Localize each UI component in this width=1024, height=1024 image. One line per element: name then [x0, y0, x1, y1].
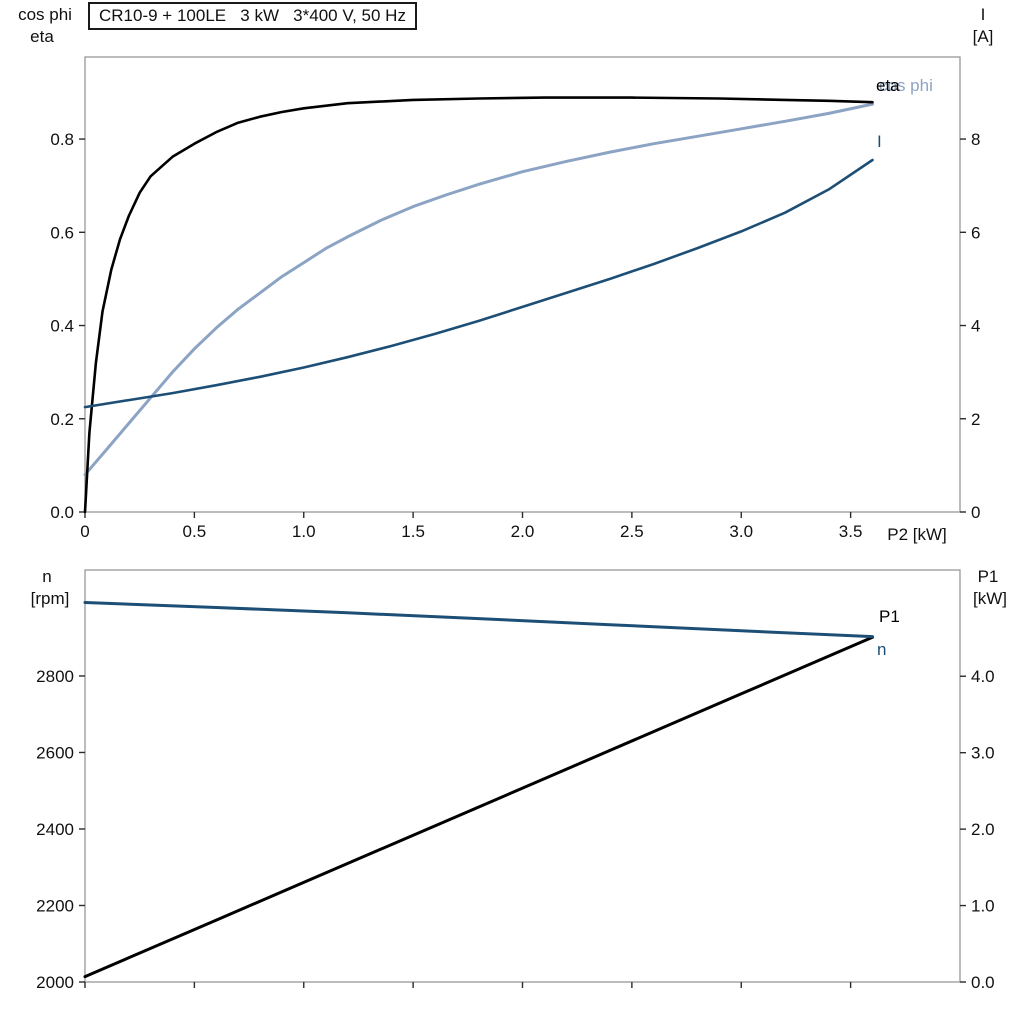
right-tick-label: 4.0 [971, 667, 995, 686]
curve-label-cos-phi: cos phi [879, 76, 933, 95]
x-tick-label: 3.5 [839, 522, 863, 541]
plot-frame [84, 56, 961, 513]
curve-eta [83, 96, 874, 514]
curve-p1 [83, 635, 874, 979]
left-tick-label: 2400 [36, 820, 74, 839]
bottom-left-axis-title-line1: n [42, 567, 51, 586]
bottom-right-axis-title-line1: P1 [978, 567, 999, 586]
right-tick-label: 3.0 [971, 744, 995, 763]
x-tick-label: 0 [80, 522, 89, 541]
chart-title: CR10-9 + 100LE 3 kW 3*400 V, 50 Hz [99, 6, 406, 25]
left-tick-label: 0.4 [50, 317, 74, 336]
left-tick-label: 0.0 [50, 503, 74, 522]
left-tick-label: 2000 [36, 973, 74, 992]
x-tick-label: 2.5 [620, 522, 644, 541]
curve-label-eta: eta [876, 76, 900, 95]
chart-title-box: CR10-9 + 100LE 3 kW 3*400 V, 50 Hz [88, 2, 417, 30]
right-tick-label: 0 [971, 503, 980, 522]
curve-i [83, 158, 874, 409]
curve-label-p1: P1 [879, 607, 900, 626]
right-tick-label: 4 [971, 317, 980, 336]
x-tick-label: 3.0 [729, 522, 753, 541]
left-tick-label: 2200 [36, 896, 74, 915]
curve-cos-phi [83, 102, 874, 477]
left-tick-label: 2800 [36, 667, 74, 686]
right-tick-label: 2.0 [971, 820, 995, 839]
top-x-axis-title: P2 [kW] [887, 525, 947, 544]
right-tick-label: 1.0 [971, 897, 995, 916]
curve-label-current: I [877, 132, 882, 151]
curve-n [83, 601, 874, 639]
left-tick-label: 0.8 [50, 130, 74, 149]
right-tick-label: 2 [971, 410, 980, 429]
top-right-axis-title-line2: [A] [973, 27, 994, 46]
x-tick-label: 0.5 [183, 522, 207, 541]
curve-label-n: n [877, 640, 886, 659]
bottom-left-axis-title-line2: [rpm] [31, 589, 70, 608]
bottom-chart-plot: 2000 2200 2400 2600 2800 0.0 1.0 2.0 3.0 4.0 [36, 569, 995, 992]
left-tick-label: 2600 [36, 743, 74, 762]
top-right-axis-title-line1: I [981, 5, 986, 24]
x-tick-label: 2.0 [511, 522, 535, 541]
right-tick-label: 0.0 [971, 973, 995, 992]
bottom-right-axis-title-line2: [kW] [973, 589, 1007, 608]
x-tick-label: 1.5 [401, 522, 425, 541]
left-tick-label: 0.6 [50, 223, 74, 242]
top-left-axis-title-line1: cos phi [18, 5, 72, 24]
right-tick-label: 6 [971, 223, 980, 242]
left-tick-label: 0.2 [50, 410, 74, 429]
right-tick-label: 8 [971, 130, 980, 149]
top-chart-plot: 0 0.5 1.0 1.5 2.0 2.5 3.0 3.5 0.0 0.2 0.4 0.6 0.8 0 2 4… [50, 56, 980, 541]
x-tick-label: 1.0 [292, 522, 316, 541]
top-left-axis-title-line2: eta [30, 27, 54, 46]
